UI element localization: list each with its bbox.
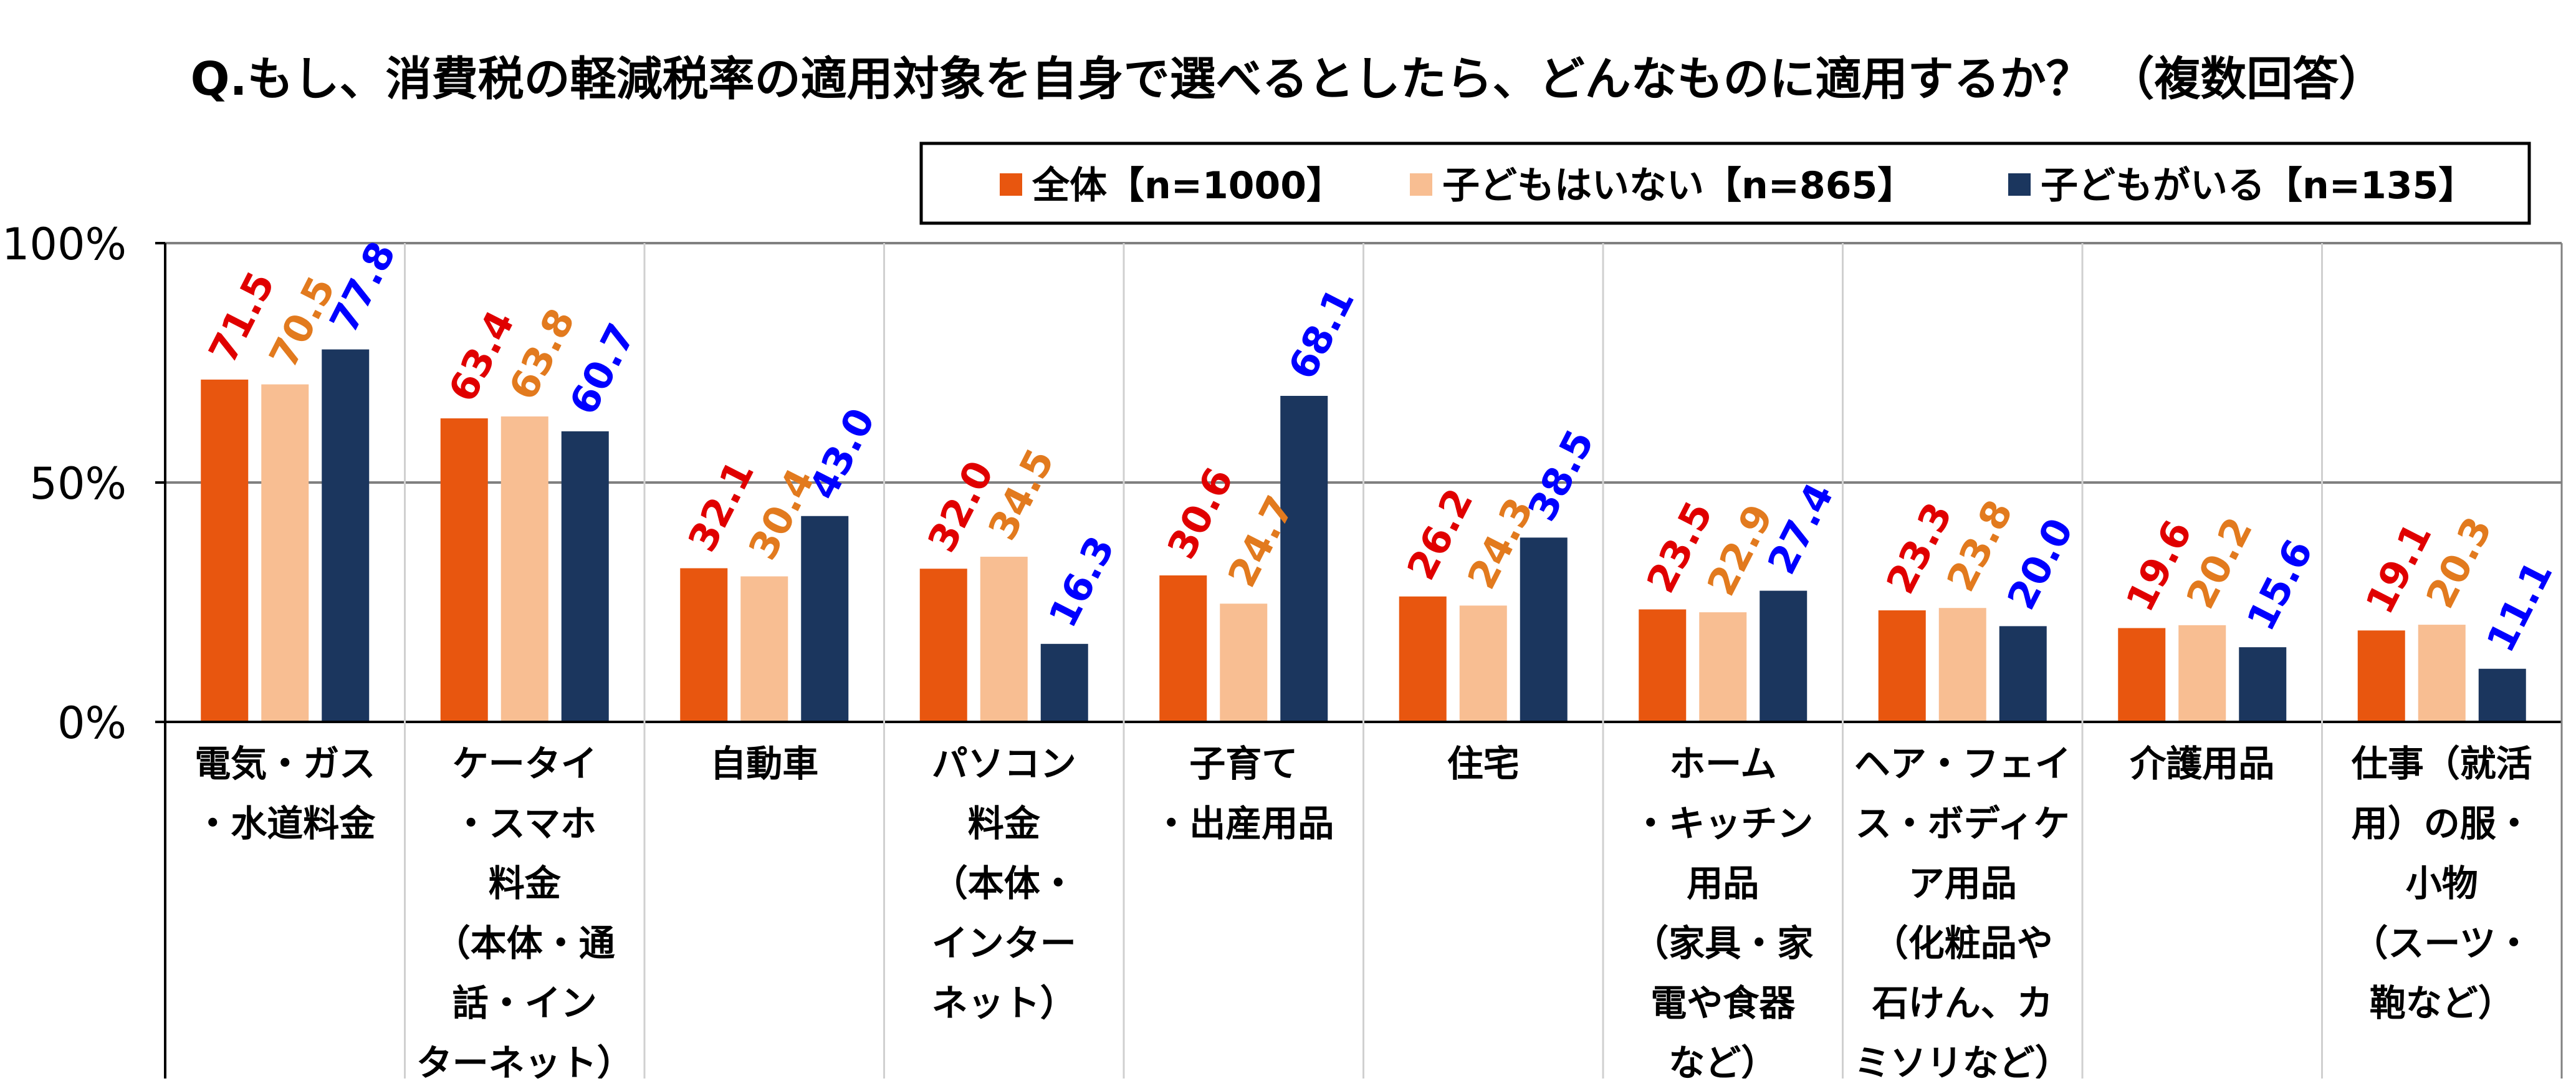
x-tick-label: ヘア・フェイ: [1854, 742, 2071, 785]
bar-series-2-cat-4: [980, 557, 1028, 722]
bar-series-2-cat-8: [1938, 608, 1986, 722]
bar-series-2-cat-9: [2178, 625, 2226, 722]
bar-series-1-cat-8: [1878, 610, 1926, 722]
x-tick-label: ターネット）: [416, 1042, 633, 1079]
bar-series-2-cat-10: [2418, 625, 2466, 722]
x-tick-label: ミソリなど）: [1854, 1042, 2071, 1079]
y-tick-label: 100%: [2, 219, 127, 270]
x-tick-label: 料金: [489, 862, 562, 905]
x-tick-label: ケータイ: [452, 742, 597, 785]
x-tick-label: 話・イン: [452, 982, 597, 1024]
x-tick-label: パソコン: [932, 742, 1076, 785]
bar-series-3-cat-4: [1040, 643, 1088, 722]
x-tick-label: 石けん、カ: [1872, 982, 2053, 1024]
bar-series-3-cat-8: [1999, 626, 2047, 722]
x-tick-label: 住宅: [1447, 742, 1520, 785]
x-tick-label: （家具・家: [1632, 922, 1813, 964]
bar-series-1-cat-9: [2118, 628, 2166, 722]
bar-series-1-cat-1: [201, 379, 249, 722]
bar-series-1-cat-7: [1639, 609, 1687, 722]
y-tick-label: 0%: [57, 698, 127, 749]
x-tick-label: （本体・: [932, 862, 1076, 905]
bar-series-1-cat-3: [680, 568, 728, 722]
x-tick-label: 電や食器: [1650, 982, 1796, 1024]
bar-series-1-cat-6: [1399, 596, 1447, 722]
x-tick-label: ・スマホ: [453, 802, 596, 845]
legend-box: [919, 142, 2531, 225]
legend-swatch: [2008, 173, 2031, 196]
x-tick-label: インター: [932, 922, 1076, 964]
y-axis: 0% 50% 100%: [2, 219, 166, 749]
y-tick-label: 50%: [29, 458, 127, 509]
bar-series-2-cat-7: [1699, 612, 1747, 722]
x-tick-label: （本体・通: [434, 922, 615, 964]
x-tick-label: ホーム: [1669, 742, 1776, 785]
bar-series-3-cat-2: [561, 431, 609, 722]
x-tick-label: ・出産用品: [1153, 802, 1334, 845]
legend: 全体【n=1000】 子どもはいない【n=865】 子どもがいる【n=135】: [919, 142, 2531, 225]
x-tick-label: 電気・ガス: [194, 742, 375, 785]
x-tick-label: （スーツ・: [2352, 922, 2532, 964]
legend-swatch: [1000, 173, 1022, 196]
x-tick-label: 鞄など）: [2370, 982, 2514, 1024]
x-tick-label: （化粧品や: [1872, 922, 2053, 964]
bar-series-3-cat-3: [801, 516, 849, 722]
x-tick-label: ス・ボディケ: [1855, 802, 2070, 845]
x-tick-label: など）: [1669, 1042, 1777, 1079]
bar-series-3-cat-5: [1280, 395, 1328, 722]
legend-label: 全体【n=1000】: [1032, 164, 1344, 208]
x-tick-label: 用品: [1687, 862, 1759, 905]
bar-series-3-cat-7: [1760, 590, 1808, 722]
x-tick-label: 自動車: [710, 742, 818, 785]
bar-series-2-cat-3: [740, 576, 788, 722]
legend-label: 子どもがいる【n=135】: [2041, 164, 2476, 208]
bar-series-2-cat-5: [1220, 603, 1268, 722]
bar-series-1-cat-2: [440, 418, 488, 722]
x-tick-label: 子育て: [1189, 742, 1298, 785]
x-tick-label: ・水道料金: [194, 802, 376, 845]
bar-series-1-cat-4: [919, 569, 967, 722]
bar-series-2-cat-1: [261, 384, 309, 722]
bars: [201, 349, 2526, 722]
bar-series-1-cat-10: [2357, 630, 2405, 722]
x-tick-label: 小物: [2406, 862, 2478, 905]
bar-series-3-cat-9: [2239, 647, 2287, 722]
bar-series-2-cat-6: [1459, 605, 1507, 722]
bar-series-3-cat-6: [1520, 537, 1568, 722]
x-tick-label: 介護用品: [2130, 742, 2274, 785]
bar-series-3-cat-1: [322, 349, 370, 722]
chart-title: Q.もし、消費税の軽減税率の適用対象を自身で選べるとしたら、どんなものに適用する…: [191, 52, 2385, 106]
bar-series-1-cat-5: [1159, 575, 1207, 722]
x-tick-label: ・キッチン: [1632, 802, 1813, 845]
x-tick-label: 料金: [968, 802, 1041, 845]
x-tick-label: ア用品: [1908, 862, 2017, 905]
x-tick-label: 用）の服・: [2352, 802, 2532, 845]
x-tick-label: 仕事（就活: [2352, 742, 2532, 785]
x-tick-label: ネット）: [932, 982, 1076, 1024]
bar-series-3-cat-10: [2478, 668, 2526, 722]
bar-series-2-cat-2: [500, 416, 548, 722]
legend-label: 子どもはいない【n=865】: [1442, 164, 1915, 208]
legend-swatch: [1410, 173, 1432, 196]
